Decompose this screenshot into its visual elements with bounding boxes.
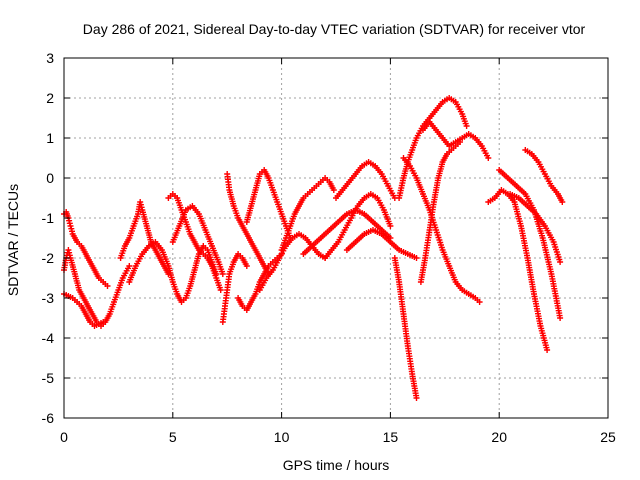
data-point [457,139,463,145]
series-arc3 [61,291,107,329]
data-points [61,95,566,401]
y-tick-label: -1 [42,210,55,226]
series-arc9 [224,171,272,277]
data-point [217,287,224,293]
chart-title: Day 286 of 2021, Sidereal Day-to-day VTE… [83,21,586,37]
data-point [485,155,492,161]
data-point [219,271,226,277]
x-tick-label: 5 [169,429,177,445]
y-tick-label: -2 [42,250,55,266]
data-point [557,315,564,321]
y-tick-label: 0 [46,170,54,186]
series-arc13 [278,175,337,253]
data-point [330,187,337,193]
y-axis-label: SDTVAR / TECUs [5,184,21,296]
data-point [126,263,133,269]
data-point [463,123,470,129]
series-arc18 [391,255,420,401]
data-point [104,283,111,289]
series-arc7 [169,203,226,277]
series-arc6 [165,191,224,293]
series-arc16 [333,159,398,201]
series-arc4 [117,199,172,277]
series-arc21 [420,119,492,161]
y-tick-label: -4 [42,330,55,346]
data-point [387,223,394,229]
axis-ticks: 0 5 10 15 20 25 -6 -5 -4 -3 -2 -1 0 1 2 3 [42,50,616,445]
series-arc15 [322,191,394,261]
y-tick-label: 1 [46,130,54,146]
y-tick-label: 2 [46,90,54,106]
data-point [413,395,420,401]
series-arc26 [507,191,564,265]
data-point [100,319,107,325]
data-point [243,263,250,269]
data-point [476,299,483,305]
series-arc8 [219,251,250,325]
x-tick-label: 0 [60,429,68,445]
x-tick-label: 10 [274,429,290,445]
data-point [559,199,566,205]
series-arc19 [396,95,470,201]
series-arc17 [343,227,420,261]
x-tick-label: 25 [600,429,616,445]
series-arc24 [496,167,564,321]
x-tick-label: 15 [383,429,399,445]
series-arc25 [522,147,566,205]
plot-frame [63,57,609,419]
y-tick-label: -5 [42,370,55,386]
x-axis-label: GPS time / hours [283,457,390,473]
data-point [544,347,551,353]
series-arc22 [417,139,463,285]
series-arc20 [400,155,483,305]
series-arc14 [300,207,394,257]
y-tick-label: 3 [46,50,54,66]
y-tick-label: -6 [42,410,55,426]
data-point [557,259,564,265]
y-tick-label: -3 [42,290,55,306]
x-tick-label: 20 [491,429,507,445]
series-arc23 [485,187,551,353]
data-point [413,255,420,261]
